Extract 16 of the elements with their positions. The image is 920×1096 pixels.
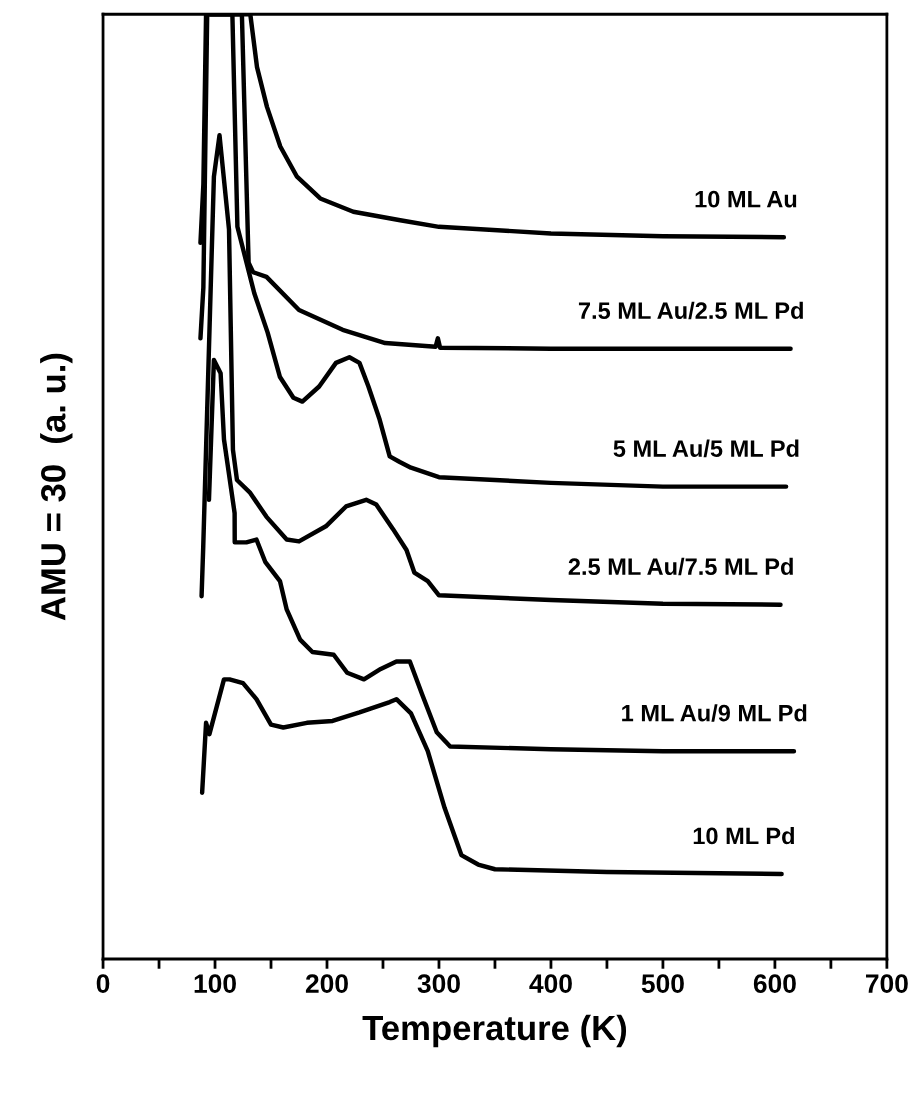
x-tick-label: 600	[753, 974, 796, 993]
series-label: 7.5 ML Au/2.5 ML Pd	[578, 301, 803, 320]
x-tick-label: 100	[194, 974, 236, 993]
x-tick-label: 500	[641, 974, 684, 993]
x-tick-label: 0	[96, 974, 110, 993]
series-label: 2.5 ML Au/7.5 ML Pd	[568, 557, 793, 576]
series-label: 1 ML Au/9 ML Pd	[622, 704, 807, 722]
series-label: 5 ML Au/5 ML Pd	[613, 439, 799, 458]
x-tick-label: 200	[305, 974, 348, 993]
y-axis-title: AMU = 30 (a. u.)	[40, 353, 73, 621]
x-tick-label: 300	[417, 974, 460, 993]
x-tick-label: 400	[529, 974, 572, 993]
x-tick-label: 700	[866, 974, 908, 993]
series-label: 10 ML Pd	[693, 826, 794, 845]
series-label: 10 ML Au	[695, 190, 797, 208]
x-axis-title: Temperature (K)	[362, 1014, 627, 1048]
